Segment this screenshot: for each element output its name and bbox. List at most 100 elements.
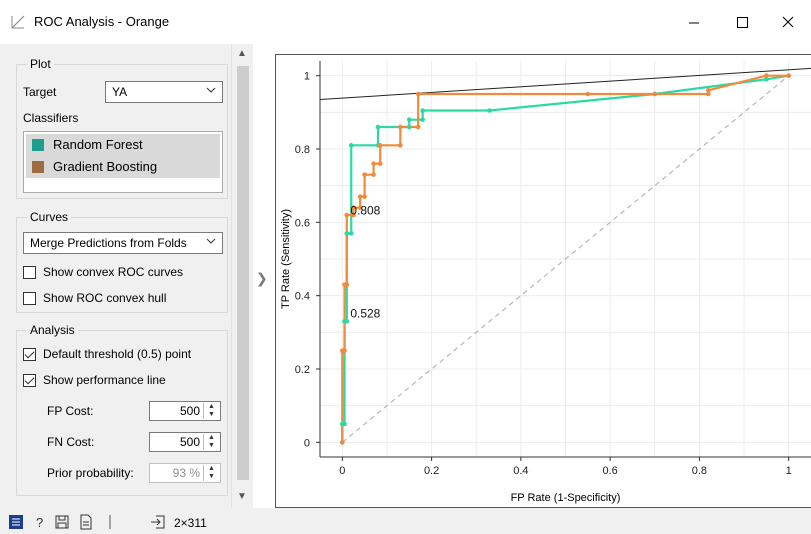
classifiers-label: Classifiers bbox=[23, 111, 79, 125]
data-point bbox=[348, 143, 354, 148]
roc-plot-frame: 0 0.2 0.4 0.6 0.8 1 0 0.2 0.4 0.6 0.8 1 0.808 0.528 … bbox=[275, 54, 811, 508]
data-point bbox=[348, 231, 354, 236]
show-convex-roc-label: Show convex ROC curves bbox=[43, 265, 184, 279]
data-point bbox=[362, 172, 367, 177]
data-point bbox=[344, 231, 350, 236]
merge-predictions-select[interactable]: Merge Predictions from Folds bbox=[23, 232, 223, 254]
x-tick-label: 0.6 bbox=[602, 465, 617, 477]
spin-arrows-icon[interactable]: ▲ ▼ bbox=[203, 403, 219, 419]
chevron-down-icon bbox=[206, 87, 216, 93]
threshold-annotation: 0.528 bbox=[350, 306, 380, 320]
classifier-label: Gradient Boosting bbox=[53, 159, 158, 174]
x-tick-label: 0.2 bbox=[424, 465, 439, 477]
prior-probability-spinbox[interactable]: 93 % ▲ ▼ bbox=[149, 463, 221, 483]
maximize-icon bbox=[737, 17, 748, 28]
target-select[interactable]: YA bbox=[105, 81, 223, 103]
x-tick-label: 0.4 bbox=[513, 465, 528, 477]
control-panel: Plot Target YA Classifiers Random Forest… bbox=[0, 44, 231, 508]
spin-arrows-icon[interactable]: ▲ ▼ bbox=[203, 434, 219, 450]
collapse-panel-icon[interactable]: ❯ bbox=[256, 270, 268, 286]
data-point bbox=[764, 77, 769, 82]
data-point bbox=[351, 212, 356, 218]
scroll-up-icon[interactable]: ▲ bbox=[237, 48, 247, 59]
data-point bbox=[344, 282, 350, 287]
scroll-down-icon[interactable]: ▼ bbox=[237, 491, 247, 502]
data-point bbox=[351, 205, 356, 210]
show-convex-hull-checkbox[interactable] bbox=[23, 292, 36, 305]
classifier-item-random-forest[interactable]: Random Forest bbox=[26, 134, 220, 156]
plot-group: Plot Target YA Classifiers Random Forest… bbox=[16, 57, 228, 199]
data-point bbox=[344, 212, 350, 218]
data-point bbox=[371, 172, 376, 177]
classifiers-list[interactable]: Random Forest Gradient Boosting bbox=[23, 131, 223, 193]
separator bbox=[109, 515, 111, 529]
classifier-item-gradient-boosting[interactable]: Gradient Boosting bbox=[26, 156, 220, 178]
roc-app-icon bbox=[11, 15, 25, 29]
data-point bbox=[706, 91, 711, 97]
scroll-thumb[interactable] bbox=[237, 66, 249, 480]
merge-predictions-value: Merge Predictions from Folds bbox=[30, 236, 187, 250]
spin-arrows-icon[interactable]: ▲ ▼ bbox=[203, 465, 219, 481]
y-tick-label: 0 bbox=[304, 437, 310, 449]
status-bar: ? 2×311 bbox=[0, 508, 811, 534]
minimize-button[interactable] bbox=[672, 6, 716, 38]
series-line-gradient-boosting bbox=[341, 74, 789, 443]
svg-text:?: ? bbox=[36, 515, 43, 530]
close-icon bbox=[782, 16, 794, 28]
data-point bbox=[340, 440, 345, 445]
fn-cost-spinbox[interactable]: 500 ▲ ▼ bbox=[149, 432, 221, 452]
save-icon[interactable] bbox=[54, 514, 70, 530]
y-axis-label: TP Rate (Sensitivity) bbox=[280, 209, 292, 309]
control-panel-scrollbar[interactable]: ▲ ▼ bbox=[231, 44, 253, 508]
performance-line bbox=[319, 67, 811, 100]
default-threshold-label: Default threshold (0.5) point bbox=[43, 347, 192, 361]
input-icon[interactable] bbox=[150, 514, 166, 530]
y-tick-label: 0.4 bbox=[295, 291, 310, 303]
fn-cost-label: FN Cost: bbox=[47, 435, 95, 449]
data-point bbox=[706, 88, 711, 93]
curves-group-title: Curves bbox=[27, 210, 72, 224]
data-point bbox=[415, 124, 421, 130]
analysis-group-title: Analysis bbox=[27, 323, 78, 337]
data-point bbox=[344, 319, 350, 324]
data-point bbox=[357, 194, 363, 199]
menu-icon[interactable] bbox=[8, 514, 24, 530]
window-title: ROC Analysis - Orange bbox=[34, 14, 170, 29]
maximize-button[interactable] bbox=[720, 6, 764, 38]
report-icon[interactable] bbox=[78, 514, 94, 530]
gradient-boosting-swatch bbox=[32, 161, 44, 173]
data-shape-text: 2×311 bbox=[174, 516, 207, 530]
performance-line-checkbox[interactable] bbox=[23, 374, 36, 387]
y-tick-label: 0.8 bbox=[295, 144, 310, 156]
data-point bbox=[420, 108, 425, 113]
help-icon[interactable]: ? bbox=[32, 514, 48, 530]
y-tick-label: 1 bbox=[304, 71, 310, 83]
data-point bbox=[406, 124, 412, 130]
random-forest-swatch bbox=[32, 139, 44, 151]
close-button[interactable] bbox=[766, 6, 810, 38]
show-convex-hull-label: Show ROC convex hull bbox=[43, 291, 167, 305]
data-point bbox=[652, 91, 658, 97]
data-point bbox=[371, 161, 376, 166]
curves-group: Curves Merge Predictions from Folds Show… bbox=[16, 210, 228, 313]
x-tick-label: 0 bbox=[339, 465, 345, 477]
data-point bbox=[377, 161, 383, 166]
target-label: Target bbox=[23, 85, 57, 99]
performance-line-label: Show performance line bbox=[43, 373, 166, 387]
default-threshold-checkbox[interactable] bbox=[23, 348, 36, 361]
minimize-icon bbox=[689, 22, 699, 24]
data-point bbox=[406, 117, 412, 122]
plot-group-title: Plot bbox=[27, 57, 54, 71]
data-point bbox=[375, 124, 381, 130]
data-point bbox=[786, 73, 791, 78]
data-point bbox=[342, 348, 347, 353]
roc-chart[interactable]: 0 0.2 0.4 0.6 0.8 100.20.40.60.81 0.8080.528 … bbox=[276, 55, 811, 507]
x-tick-label: 0.8 bbox=[692, 465, 707, 477]
title-bar: ROC Analysis - Orange bbox=[0, 0, 811, 44]
data-point bbox=[420, 117, 425, 122]
data-point bbox=[362, 194, 367, 199]
target-value: YA bbox=[112, 85, 128, 99]
show-convex-roc-checkbox[interactable] bbox=[23, 266, 36, 279]
data-point bbox=[415, 91, 421, 97]
fp-cost-spinbox[interactable]: 500 ▲ ▼ bbox=[149, 401, 221, 421]
